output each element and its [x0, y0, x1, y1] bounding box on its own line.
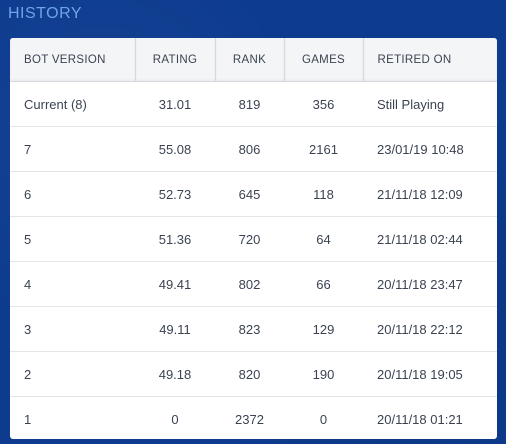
cell-retired-on: 23/01/19 10:48 — [363, 126, 497, 172]
cell-rank: 645 — [215, 171, 284, 217]
cell-bot-version: 1 — [24, 411, 32, 427]
column-header-retired-on[interactable]: RETIRED ON — [363, 38, 497, 82]
table-row: 1 0 2372 0 20/11/18 01:21 — [10, 397, 497, 440]
cell-retired-on: 20/11/18 19:05 — [363, 351, 497, 397]
cell-retired-on: 21/11/18 02:44 — [363, 216, 497, 262]
cell-rating: 31.01 — [135, 81, 215, 127]
history-table: BOT VERSION RATING RANK GAMES RETIRED ON… — [10, 38, 497, 439]
cell-retired-on: 20/11/18 23:47 — [363, 261, 497, 307]
table-row: 3 49.11 823 129 20/11/18 22:12 — [10, 306, 497, 352]
cell-rating: 52.73 — [135, 171, 215, 217]
column-header-rank[interactable]: RANK — [215, 38, 285, 82]
cell-rank: 2372 — [235, 411, 264, 427]
cell-retired-on: 20/11/18 22:12 — [363, 306, 497, 352]
column-header-rating[interactable]: RATING — [135, 38, 216, 82]
table-row: 6 52.73 645 118 21/11/18 12:09 — [10, 171, 497, 217]
cell-bot-version: 2 — [10, 351, 135, 397]
cell-games: 190 — [284, 351, 363, 397]
cell-bot-version: 4 — [10, 261, 135, 307]
table-row: 5 51.36 720 64 21/11/18 02:44 — [10, 216, 497, 262]
cell-bot-version: 3 — [10, 306, 135, 352]
cell-games: 0 — [319, 411, 328, 427]
cell-rank: 819 — [215, 81, 284, 127]
cell-rank: 720 — [215, 216, 284, 262]
cell-bot-version: 6 — [10, 171, 135, 217]
cell-rank: 806 — [215, 126, 284, 172]
table-row: Current (8) 31.01 819 356 Still Playing — [10, 81, 497, 127]
cell-games: 64 — [284, 216, 363, 262]
cell-rank: 820 — [215, 351, 284, 397]
column-header-bot-version[interactable]: BOT VERSION — [10, 38, 136, 82]
cell-bot-version: 7 — [10, 126, 135, 172]
cell-rating: 55.08 — [135, 126, 215, 172]
history-table-card: BOT VERSION RATING RANK GAMES RETIRED ON… — [10, 38, 497, 439]
cell-rating: 49.18 — [135, 351, 215, 397]
cell-games: 129 — [284, 306, 363, 352]
cell-games: 356 — [284, 81, 363, 127]
cell-retired-on: 21/11/18 12:09 — [363, 171, 497, 217]
cell-rating: 49.41 — [135, 261, 215, 307]
cell-rank: 802 — [215, 261, 284, 307]
cell-bot-version: 5 — [10, 216, 135, 262]
cell-rating: 51.36 — [135, 216, 215, 262]
table-header-row: BOT VERSION RATING RANK GAMES RETIRED ON — [10, 38, 497, 82]
table-row: 2 49.18 820 190 20/11/18 19:05 — [10, 351, 497, 397]
cell-games: 2161 — [284, 126, 363, 172]
cell-retired-on: 20/11/18 01:21 — [377, 411, 463, 427]
cell-games: 118 — [284, 171, 363, 217]
cell-bot-version: Current (8) — [10, 81, 135, 127]
cell-rating: 0 — [171, 411, 179, 427]
cell-rating: 49.11 — [135, 306, 215, 352]
table-row: 4 49.41 802 66 20/11/18 23:47 — [10, 261, 497, 307]
cell-games: 66 — [284, 261, 363, 307]
table-row: 7 55.08 806 2161 23/01/19 10:48 — [10, 126, 497, 172]
column-header-games[interactable]: GAMES — [284, 38, 364, 82]
cell-retired-on: Still Playing — [363, 81, 497, 127]
cell-rank: 823 — [215, 306, 284, 352]
page-title: HISTORY — [8, 5, 83, 22]
